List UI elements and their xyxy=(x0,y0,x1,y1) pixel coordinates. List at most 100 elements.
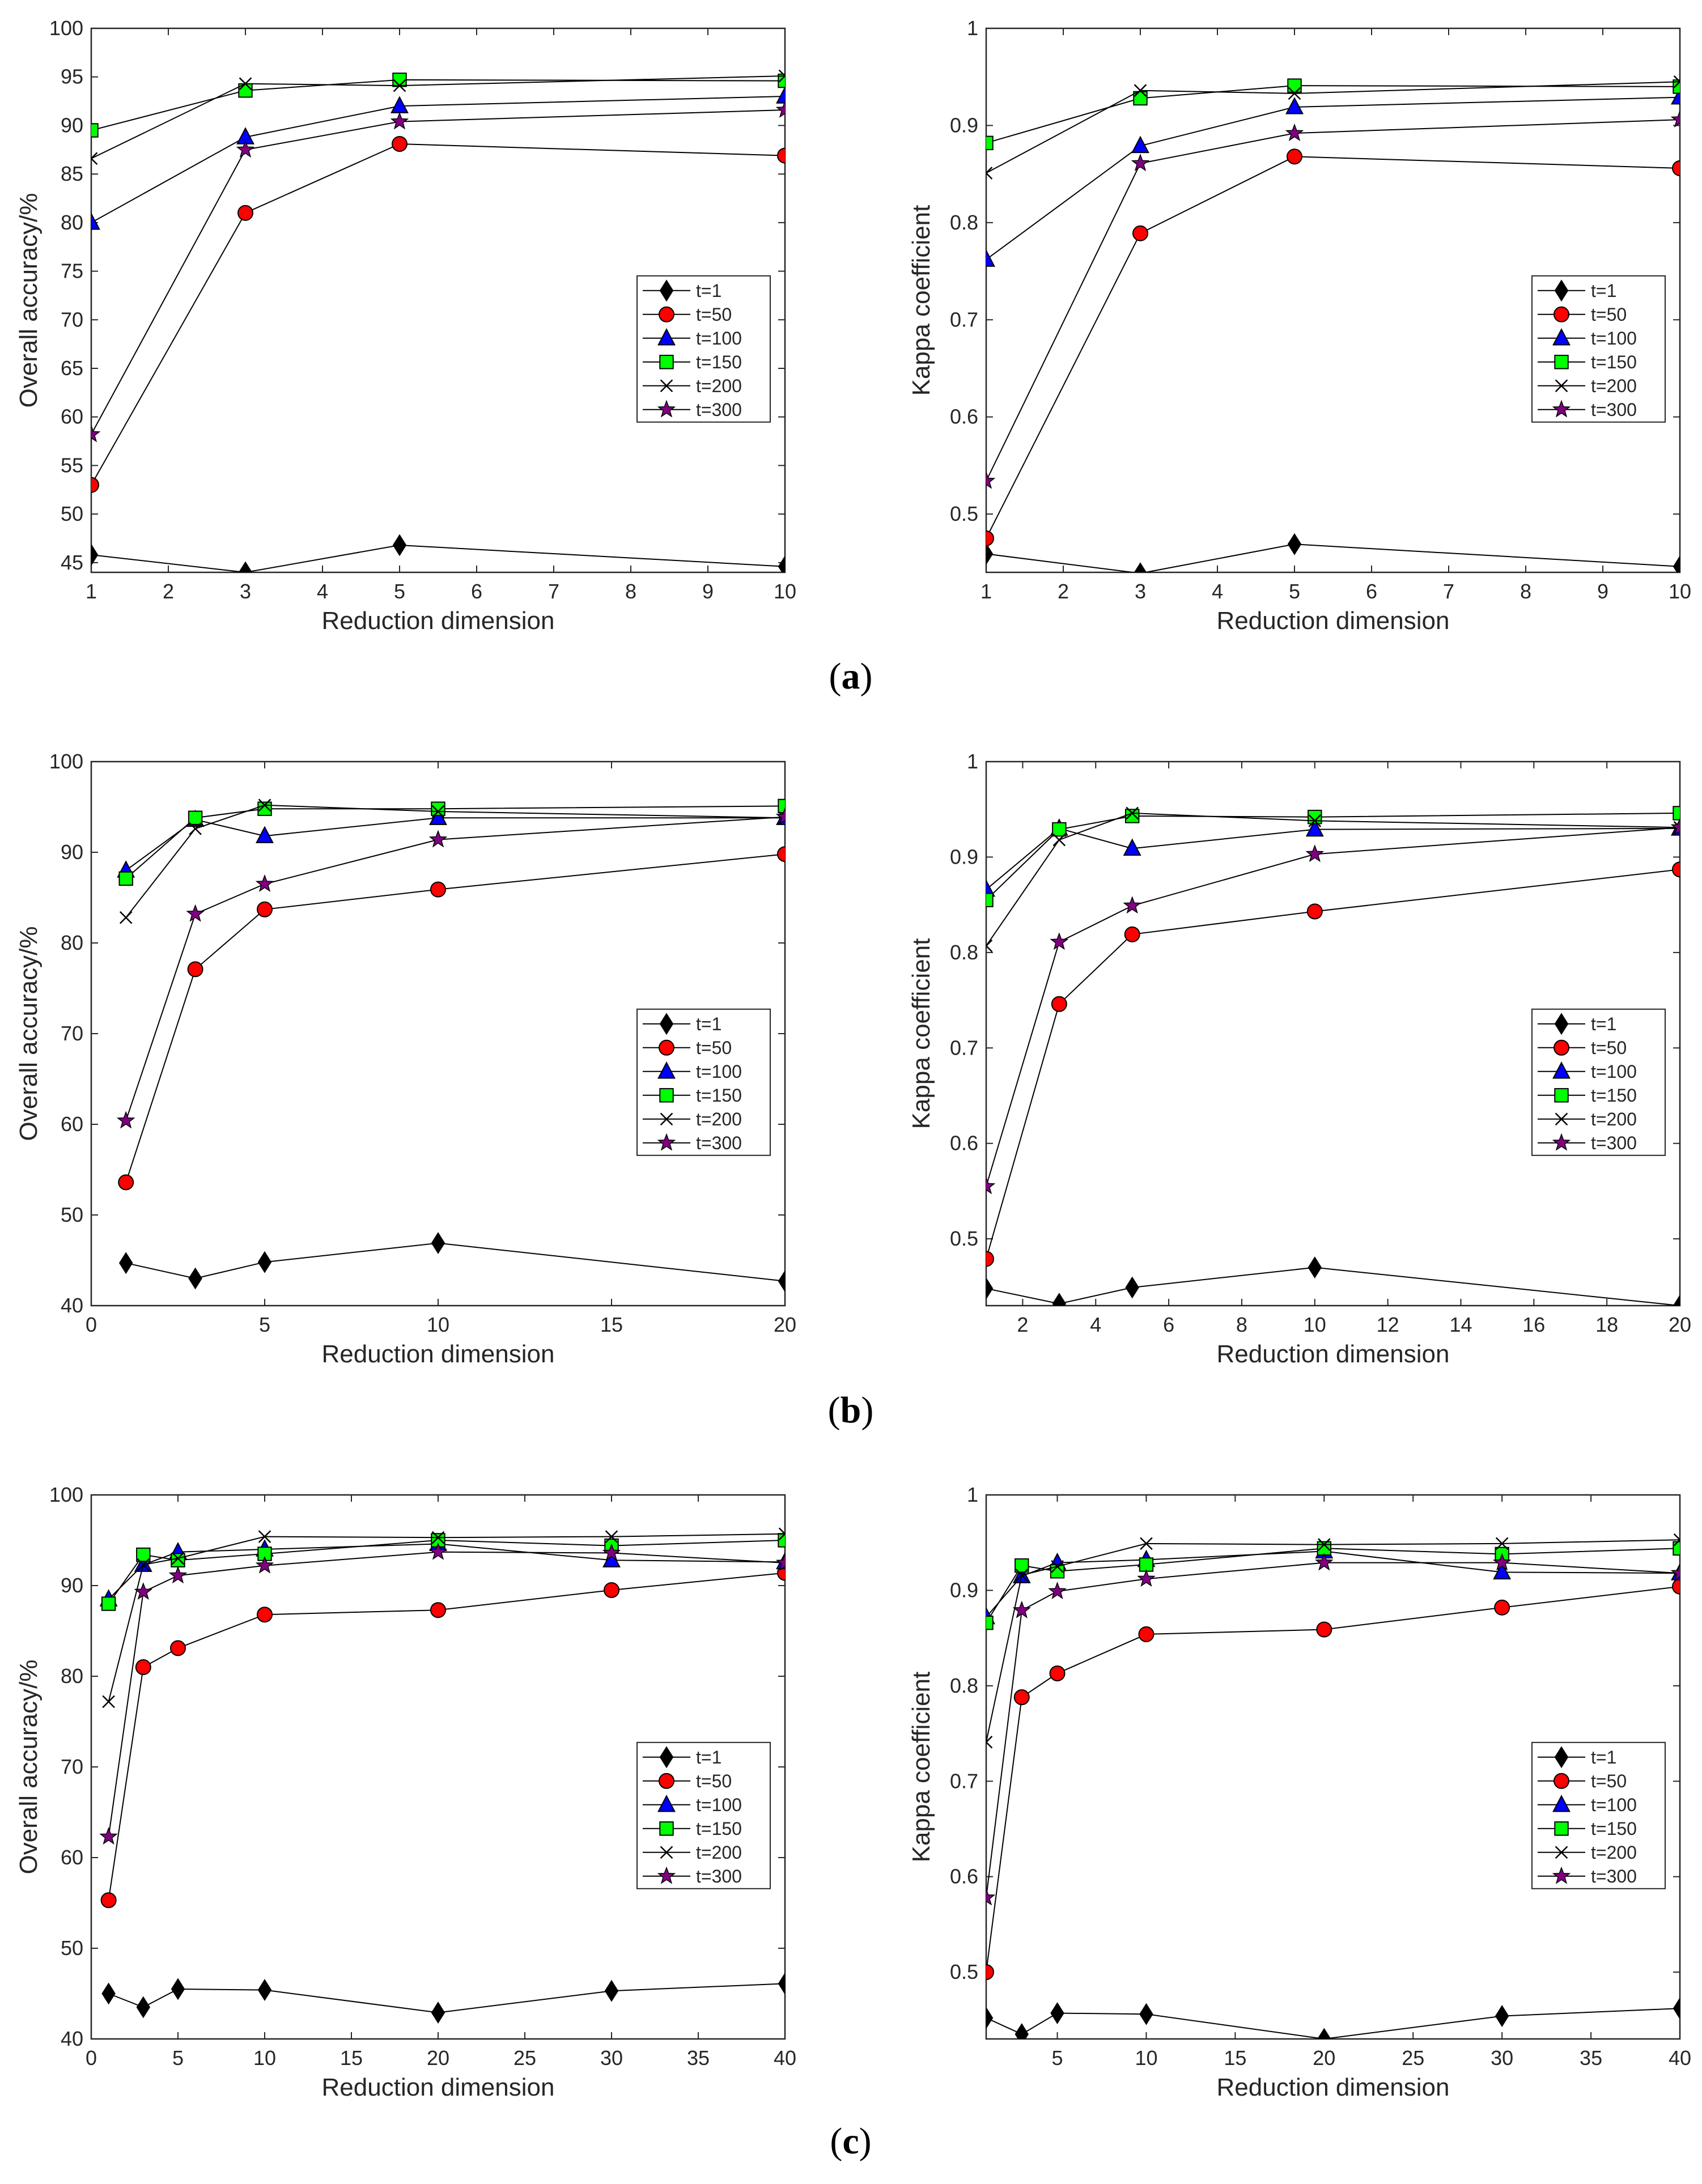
x-tick-label: 7 xyxy=(1443,580,1454,603)
data-point xyxy=(237,205,253,221)
series-t-1 xyxy=(986,1997,1680,2039)
x-tick-label: 15 xyxy=(340,2046,363,2070)
series-t-50 xyxy=(986,148,1680,546)
series-t-150 xyxy=(986,806,1680,907)
data-point xyxy=(393,79,406,92)
series-line xyxy=(986,119,1680,482)
data-point xyxy=(605,1530,618,1543)
legend-box xyxy=(636,275,771,423)
legend-box xyxy=(1531,1008,1666,1156)
legend-label: t=300 xyxy=(1591,400,1637,420)
data-point xyxy=(1670,110,1680,128)
legend-marker xyxy=(657,1133,676,1151)
data-point xyxy=(91,152,98,165)
data-point xyxy=(256,826,274,843)
data-point xyxy=(257,1607,273,1623)
legend-box xyxy=(636,1008,771,1156)
data-point xyxy=(986,1735,993,1749)
legend-marker xyxy=(1555,1112,1568,1126)
legend-marker xyxy=(1554,1088,1569,1103)
x-tick-label: 30 xyxy=(1491,2046,1513,2070)
legend-marker xyxy=(660,1112,673,1126)
data-point xyxy=(775,100,785,118)
x-tick-label: 6 xyxy=(1163,1313,1174,1336)
x-tick-label: 0 xyxy=(86,1313,97,1336)
data-point xyxy=(134,1582,153,1600)
panel-caption: (b) xyxy=(828,1390,874,1431)
x-tick-label: 10 xyxy=(774,580,796,603)
caption-letter: c xyxy=(842,2121,859,2162)
data-point xyxy=(1288,87,1301,100)
series-t-50 xyxy=(986,861,1680,1267)
data-point xyxy=(91,424,101,443)
legend-marker xyxy=(659,1773,674,1789)
x-tick-label: 5 xyxy=(1289,580,1300,603)
data-point xyxy=(431,1232,445,1255)
series-t-50 xyxy=(118,846,785,1191)
data-point xyxy=(119,911,133,924)
legend-marker xyxy=(1552,1795,1571,1812)
y-tick-label: 0.6 xyxy=(950,1132,978,1155)
legend-label: t=150 xyxy=(696,1818,742,1839)
series-t-1 xyxy=(986,1256,1680,1306)
data-point xyxy=(1015,1558,1029,1573)
y-tick-label: 0.9 xyxy=(950,1578,978,1601)
y-tick-label: 0.5 xyxy=(950,1960,978,1983)
caption-open: ( xyxy=(829,656,842,697)
series-line xyxy=(91,75,785,159)
y-tick-label: 60 xyxy=(61,1846,83,1869)
data-point xyxy=(258,1530,271,1543)
y-axis-label: Overall accuracy/% xyxy=(15,1659,43,1874)
legend: t=1 t=50 t=100 t=150 t=200 t=300 xyxy=(1531,275,1666,423)
legend-label: t=200 xyxy=(696,376,742,396)
data-point xyxy=(986,530,994,546)
legend: t=1 t=50 t=100 t=150 t=200 t=300 xyxy=(636,1008,771,1156)
y-tick-label: 70 xyxy=(61,1755,83,1778)
chart-b-kappa: 2 4 6 8 10 12 14 16 18 20 0.5 0.6 0.7 0.8 0.9 1 Reductio… xyxy=(907,750,1691,1368)
series-t-300 xyxy=(91,100,785,443)
legend-label: t=1 xyxy=(1591,1014,1616,1034)
series-line xyxy=(986,543,1680,572)
x-tick-label: 15 xyxy=(600,1313,623,1336)
y-tick-label: 80 xyxy=(61,1664,83,1688)
data-point xyxy=(1308,1256,1322,1279)
data-point xyxy=(428,830,448,848)
legend-marker xyxy=(659,1039,674,1056)
x-tick-label: 7 xyxy=(548,580,559,603)
series-line xyxy=(91,544,785,572)
legend-label: t=150 xyxy=(1591,1085,1637,1106)
data-point xyxy=(1672,861,1680,878)
legend-marker xyxy=(659,355,674,369)
data-point xyxy=(258,798,271,812)
data-point xyxy=(392,73,407,87)
series-t-50 xyxy=(986,1578,1680,1981)
data-point xyxy=(1673,79,1680,94)
data-point xyxy=(171,1553,185,1567)
data-point xyxy=(91,477,99,493)
data-point xyxy=(1287,78,1302,93)
data-point xyxy=(1672,160,1680,176)
data-point xyxy=(1315,1553,1334,1571)
caption-close: ) xyxy=(861,1390,873,1431)
data-point xyxy=(116,1111,135,1129)
data-point xyxy=(238,561,253,572)
data-point xyxy=(1050,2002,1064,2024)
data-point xyxy=(986,1888,996,1906)
data-point xyxy=(986,471,996,489)
data-point xyxy=(1015,2023,1029,2039)
data-point xyxy=(1050,932,1069,950)
data-point xyxy=(986,543,994,565)
legend-label: t=200 xyxy=(1591,1109,1637,1129)
legend-marker xyxy=(657,1866,676,1884)
panel-caption: (c) xyxy=(830,2121,871,2162)
data-point xyxy=(390,112,409,130)
y-tick-label: 75 xyxy=(61,260,83,283)
series-layer xyxy=(99,1527,785,2024)
y-tick-label: 100 xyxy=(49,1483,83,1506)
data-point xyxy=(1050,1564,1065,1579)
data-point xyxy=(986,1251,994,1267)
data-point xyxy=(986,1277,994,1300)
x-tick-label: 8 xyxy=(1236,1313,1247,1336)
y-tick-label: 0.7 xyxy=(950,1769,978,1792)
